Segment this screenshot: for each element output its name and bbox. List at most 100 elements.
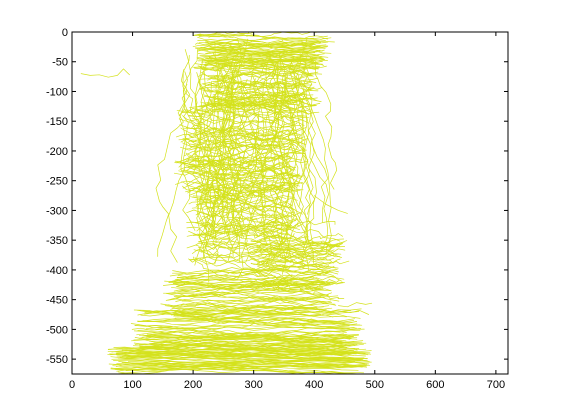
trajectory-line-180 [193, 249, 295, 267]
y-tick-label: -300 [46, 205, 68, 217]
trajectory-line-460 [227, 83, 249, 261]
y-tick-label: -500 [46, 324, 68, 336]
trajectory-line-294 [160, 292, 327, 307]
trajectory-line-35 [199, 47, 321, 54]
x-tick-label: 700 [487, 379, 505, 391]
trajectory-line-271 [172, 269, 328, 274]
trajectory-line-464 [225, 65, 245, 236]
trajectory-line-391 [117, 365, 340, 374]
trajectory-line-46 [203, 55, 326, 63]
trajectory-line-468 [313, 195, 348, 214]
trajectory-line-128 [175, 131, 301, 141]
trajectory-line-435 [234, 38, 255, 204]
plot-frame [71, 31, 509, 375]
trajectory-line-465 [80, 68, 130, 78]
trajectory-line-397 [121, 352, 369, 359]
x-tick-label: 0 [69, 379, 75, 391]
trajectory-line-452 [270, 84, 298, 257]
x-tick-label: 300 [244, 379, 262, 391]
trajectory-line-278 [180, 296, 324, 308]
trajectory-line-421 [288, 66, 329, 253]
trajectory-layer [80, 32, 373, 374]
trajectory-line-447 [292, 40, 311, 215]
trajectory-line-401 [113, 358, 368, 365]
trajectory-line-439 [272, 52, 289, 243]
x-tick-label: 600 [426, 379, 444, 391]
trajectory-line-428 [303, 65, 317, 264]
trajectory-line-298 [178, 283, 334, 293]
trajectory-line-252 [251, 247, 343, 259]
trajectory-line-267 [176, 261, 332, 279]
trajectory-line-48 [207, 55, 314, 63]
trajectory-line-290 [176, 274, 331, 285]
trajectory-line-396 [117, 354, 366, 365]
y-tick-label: -150 [46, 116, 68, 128]
trajectory-line-292 [169, 273, 321, 283]
trajectory-line-126 [182, 130, 292, 146]
trajectory-line-445 [259, 50, 282, 266]
trajectory-line-433 [199, 58, 233, 217]
trajectory-line-303 [170, 304, 323, 311]
trajectory-line-134 [180, 142, 298, 154]
trajectory-line-345 [133, 324, 357, 333]
trajectory-line-400 [107, 344, 367, 351]
trajectory-line-448 [204, 41, 224, 228]
trajectory-line-40 [197, 36, 328, 41]
trajectory-line-133 [178, 111, 291, 121]
trajectory-line-416 [237, 78, 261, 263]
trajectory-line-313 [140, 315, 353, 324]
trajectory-line-246 [265, 245, 346, 259]
trajectory-line-170 [200, 204, 292, 219]
trajectory-line-189 [188, 248, 290, 263]
trajectory-line-402 [124, 352, 358, 357]
trajectory-line-61 [201, 72, 323, 90]
y-tick-label: -350 [46, 235, 68, 247]
trajectory-line-349 [134, 336, 352, 344]
trajectory-line-324 [144, 312, 350, 330]
trajectory-line-29 [194, 32, 251, 36]
trajectory-line-288 [175, 281, 323, 289]
trajectory-line-358 [147, 334, 359, 339]
trajectory-line-245 [251, 247, 332, 265]
trajectory-line-407 [303, 67, 332, 255]
x-tick-label: 500 [366, 379, 384, 391]
x-tick-label: 400 [305, 379, 323, 391]
trajectory-line-45 [200, 46, 322, 60]
trajectory-line-413 [168, 69, 191, 263]
trajectory-line-263 [169, 264, 337, 277]
trajectory-line-15 [208, 57, 318, 62]
y-tick-label: 0 [62, 27, 68, 39]
x-tick-label: 100 [123, 379, 141, 391]
trajectory-line-54 [198, 42, 315, 49]
trajectory-line-202 [201, 241, 291, 256]
trajectory-line-385 [110, 367, 312, 374]
trajectory-line-1 [197, 45, 329, 55]
trajectory-line-295 [176, 284, 340, 302]
y-tick-label: -50 [52, 57, 68, 69]
trajectory-line-78 [204, 89, 322, 102]
trajectory-line-467 [341, 310, 370, 315]
trajectory-line-71 [207, 77, 319, 86]
trajectory-line-422 [249, 55, 268, 246]
trajectory-line-27 [204, 63, 317, 70]
trajectory-line-206 [193, 256, 292, 282]
trajectory-line-443 [184, 49, 208, 232]
trajectory-line-455 [269, 64, 284, 263]
trajectory-line-47 [204, 57, 324, 64]
trajectory-line-436 [182, 49, 208, 233]
trajectory-line-302 [176, 292, 339, 300]
trajectory-line-462 [203, 81, 229, 283]
trajectory-line-52 [207, 54, 320, 59]
trajectory-line-171 [198, 167, 294, 188]
y-tick-label: -450 [46, 295, 68, 307]
trajectory-line-176 [205, 204, 303, 215]
trajectory-line-254 [250, 236, 338, 248]
trajectory-line-124 [183, 127, 306, 145]
y-tick-label: -250 [46, 176, 68, 188]
trajectory-line-466 [338, 302, 373, 308]
trajectory-line-441 [281, 72, 299, 261]
y-tick-label: -100 [46, 86, 68, 98]
trajectory-line-285 [177, 292, 325, 304]
trajectory-line-130 [188, 153, 290, 167]
